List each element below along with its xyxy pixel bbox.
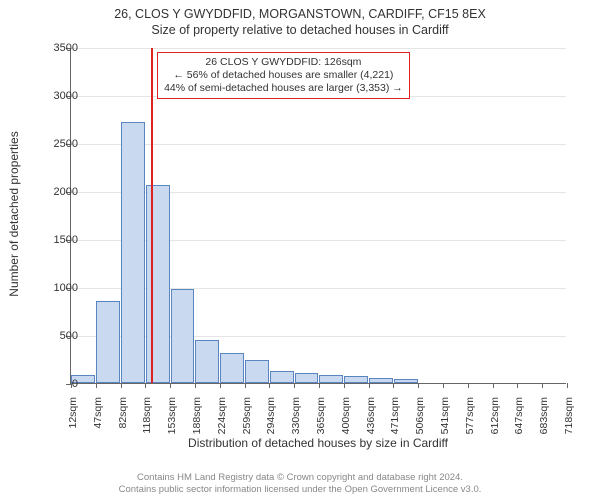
xtick-label: 436sqm bbox=[365, 397, 377, 447]
ytick-label: 0 bbox=[30, 378, 78, 390]
chart-container: Number of detached properties 26 CLOS Y … bbox=[22, 44, 580, 439]
xtick-mark bbox=[517, 383, 518, 388]
xtick-label: 153sqm bbox=[166, 397, 178, 447]
xtick-mark bbox=[269, 383, 270, 388]
ytick-label: 2500 bbox=[30, 138, 78, 150]
xtick-label: 224sqm bbox=[216, 397, 228, 447]
title-line-2: Size of property relative to detached ho… bbox=[0, 22, 600, 38]
xtick-mark bbox=[344, 383, 345, 388]
plot-area: 26 CLOS Y GWYDDFID: 126sqm ← 56% of deta… bbox=[70, 48, 566, 384]
xtick-label: 471sqm bbox=[389, 397, 401, 447]
xtick-label: 294sqm bbox=[265, 397, 277, 447]
xtick-mark bbox=[319, 383, 320, 388]
xtick-label: 47sqm bbox=[92, 397, 104, 447]
histogram-bar bbox=[270, 371, 294, 383]
histogram-bar bbox=[121, 122, 145, 383]
xtick-label: 541sqm bbox=[439, 397, 451, 447]
xtick-label: 506sqm bbox=[414, 397, 426, 447]
histogram-bar bbox=[96, 301, 120, 383]
histogram-bar bbox=[220, 353, 244, 383]
histogram-bar bbox=[171, 289, 195, 383]
xtick-label: 577sqm bbox=[464, 397, 476, 447]
annotation-line-1: 26 CLOS Y GWYDDFID: 126sqm bbox=[164, 56, 403, 69]
histogram-bar bbox=[295, 373, 319, 383]
xtick-mark bbox=[294, 383, 295, 388]
ytick-label: 1500 bbox=[30, 234, 78, 246]
xtick-mark bbox=[443, 383, 444, 388]
gridline-h bbox=[71, 144, 566, 145]
histogram-bar bbox=[195, 340, 219, 383]
histogram-bar bbox=[245, 360, 269, 383]
gridline-h bbox=[71, 48, 566, 49]
ytick-label: 3500 bbox=[30, 42, 78, 54]
y-axis-label: Number of detached properties bbox=[7, 131, 21, 296]
xtick-mark bbox=[145, 383, 146, 388]
footer-line-2: Contains public sector information licen… bbox=[0, 484, 600, 496]
histogram-bar bbox=[394, 379, 418, 383]
xtick-label: 82sqm bbox=[117, 397, 129, 447]
xtick-mark bbox=[493, 383, 494, 388]
histogram-bar bbox=[344, 376, 368, 383]
xtick-mark bbox=[245, 383, 246, 388]
xtick-label: 188sqm bbox=[191, 397, 203, 447]
xtick-mark bbox=[369, 383, 370, 388]
footer-line-1: Contains HM Land Registry data © Crown c… bbox=[0, 472, 600, 484]
xtick-mark bbox=[96, 383, 97, 388]
xtick-label: 330sqm bbox=[290, 397, 302, 447]
xtick-label: 718sqm bbox=[563, 397, 575, 447]
xtick-label: 647sqm bbox=[513, 397, 525, 447]
histogram-bar bbox=[146, 185, 170, 383]
histogram-bar bbox=[369, 378, 393, 383]
ytick-label: 2000 bbox=[30, 186, 78, 198]
xtick-mark bbox=[195, 383, 196, 388]
ytick-label: 3000 bbox=[30, 90, 78, 102]
reference-vline bbox=[151, 48, 153, 383]
annotation-line-2: ← 56% of detached houses are smaller (4,… bbox=[164, 69, 403, 82]
ytick-label: 500 bbox=[30, 330, 78, 342]
histogram-bar bbox=[319, 375, 343, 383]
xtick-label: 365sqm bbox=[315, 397, 327, 447]
xtick-mark bbox=[170, 383, 171, 388]
xtick-mark bbox=[418, 383, 419, 388]
xtick-mark bbox=[220, 383, 221, 388]
annotation-box: 26 CLOS Y GWYDDFID: 126sqm ← 56% of deta… bbox=[157, 52, 410, 99]
xtick-label: 683sqm bbox=[538, 397, 550, 447]
xtick-mark bbox=[468, 383, 469, 388]
xtick-label: 612sqm bbox=[489, 397, 501, 447]
xtick-label: 400sqm bbox=[340, 397, 352, 447]
footer-attribution: Contains HM Land Registry data © Crown c… bbox=[0, 472, 600, 496]
xtick-mark bbox=[393, 383, 394, 388]
ytick-label: 1000 bbox=[30, 282, 78, 294]
xtick-mark bbox=[542, 383, 543, 388]
chart-title-block: 26, CLOS Y GWYDDFID, MORGANSTOWN, CARDIF… bbox=[0, 0, 600, 39]
xtick-label: 259sqm bbox=[241, 397, 253, 447]
xtick-label: 118sqm bbox=[141, 397, 153, 447]
xtick-label: 12sqm bbox=[67, 397, 79, 447]
annotation-line-3: 44% of semi-detached houses are larger (… bbox=[164, 82, 403, 95]
xtick-mark bbox=[121, 383, 122, 388]
title-line-1: 26, CLOS Y GWYDDFID, MORGANSTOWN, CARDIF… bbox=[0, 6, 600, 22]
xtick-mark bbox=[567, 383, 568, 388]
